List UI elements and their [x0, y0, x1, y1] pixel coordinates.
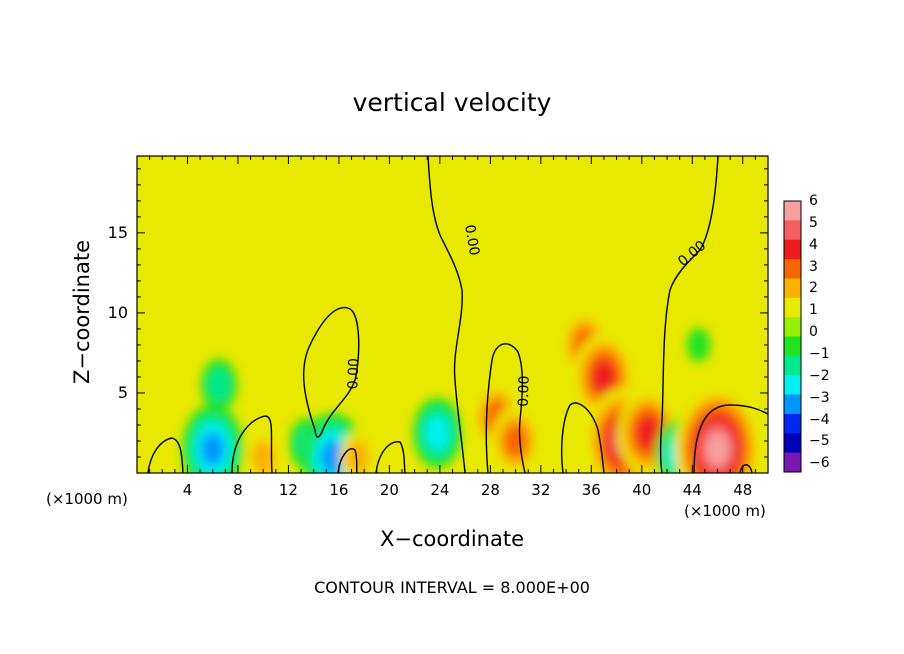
x-tick-label: 4: [182, 481, 193, 499]
colorbar-swatch: [784, 355, 801, 376]
colorbar-swatch: [784, 278, 801, 299]
x-tick-label: 8: [233, 481, 243, 499]
velocity-feature: [705, 432, 730, 466]
x-tick-label: 36: [581, 481, 601, 499]
colorbar-label: 6: [809, 193, 818, 209]
colorbar-label: 0: [809, 324, 818, 341]
colorbar-label: 3: [809, 258, 818, 275]
velocity-feature: [251, 440, 275, 473]
velocity-feature: [567, 263, 591, 298]
zero-contour-line: [693, 404, 768, 473]
colorbar-swatch: [784, 317, 801, 337]
colorbar-swatch: [784, 220, 801, 241]
colorbar-swatch: [784, 433, 801, 454]
y-tick-label: 10: [107, 302, 128, 322]
colorbar-swatch: [784, 259, 801, 279]
colorbar-swatch: [784, 375, 801, 396]
colorbar-swatch: [784, 201, 801, 221]
x-tick-label: 16: [329, 481, 349, 499]
y-tick-label: 5: [117, 382, 128, 402]
y-tick-label: 15: [107, 222, 128, 242]
zero-contour-line: [485, 343, 526, 473]
colorbar-label: 5: [809, 214, 818, 231]
colorbar-label: −1: [809, 345, 830, 362]
x-tick-label: 24: [430, 481, 450, 499]
zero-contour-line: [659, 156, 719, 473]
zero-contour-line: [739, 464, 753, 473]
colorbar-frame: [783, 200, 802, 473]
x-tick-label: 44: [682, 481, 702, 499]
velocity-feature: [503, 424, 528, 458]
contour-label: 0.00: [345, 358, 362, 390]
colorbar-label: −5: [809, 433, 830, 450]
colorbar-swatch: [784, 394, 801, 415]
velocity-feature: [207, 368, 231, 402]
axis-ticks: [137, 156, 768, 473]
colorbar-swatch: [784, 413, 801, 434]
colorbar-label: −4: [809, 411, 830, 428]
velocity-feature: [636, 416, 660, 450]
zero-contour-line: [427, 156, 466, 473]
colorbar: [783, 200, 802, 473]
x-tick-label: 48: [733, 481, 753, 499]
colorbar-swatch: [784, 239, 801, 260]
x-tick-label: 12: [278, 481, 298, 499]
zero-contour-line: [231, 415, 273, 473]
velocity-feature: [425, 416, 450, 450]
chart-title: vertical velocity: [352, 88, 552, 117]
colorbar-swatch: [784, 297, 801, 318]
zero-contours: [147, 156, 768, 473]
colorbar-label: 4: [809, 236, 818, 253]
colorbar-label: 2: [809, 280, 818, 297]
x-tick-label: 28: [480, 481, 500, 499]
colorbar-label: −2: [809, 367, 830, 384]
velocity-field: [137, 156, 768, 473]
x-axis-label: X−coordinate: [380, 527, 524, 551]
colorbar-label: −6: [809, 455, 830, 472]
contour-interval-note: CONTOUR INTERVAL = 8.000E+00: [314, 578, 590, 597]
velocity-feature: [201, 432, 225, 466]
colorbar-swatch: [784, 336, 801, 357]
x-tick-label: 20: [379, 481, 399, 499]
x-unit-left: (×1000 m): [46, 490, 128, 508]
zero-contour-line: [561, 402, 605, 473]
velocity-feature: [592, 360, 616, 394]
zero-contour-line: [375, 441, 406, 473]
colorbar-swatch: [784, 452, 801, 473]
x-unit-right: (×1000 m): [684, 502, 766, 520]
colorbar-label: 1: [809, 302, 818, 319]
contour-label: 0.00: [461, 223, 482, 256]
velocity-feature: [320, 440, 345, 473]
zero-contour-line: [337, 448, 358, 473]
velocity-feature: [346, 440, 370, 473]
x-tick-label: 40: [632, 481, 652, 499]
contour-label: 0.00: [516, 375, 533, 407]
velocity-feature: [686, 328, 711, 362]
zero-contour-line: [302, 307, 360, 438]
zero-contour-line: [147, 437, 184, 473]
x-tick-label: 32: [531, 481, 551, 499]
colorbar-label: −3: [809, 389, 830, 406]
